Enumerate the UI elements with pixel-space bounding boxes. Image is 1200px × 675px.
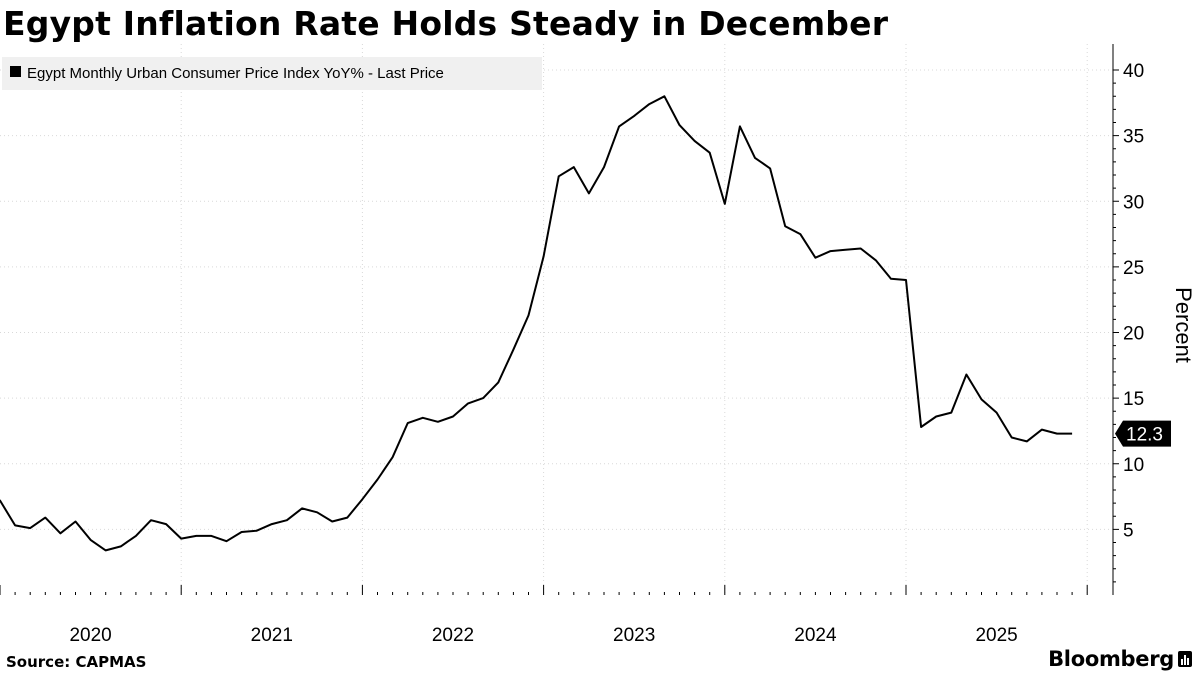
- last-value-label: 12.3: [1126, 425, 1163, 446]
- legend-background: [2, 57, 542, 90]
- x-tick-label: 2021: [251, 625, 293, 646]
- y-tick-label: 35: [1123, 127, 1144, 148]
- x-tick-label: 2022: [432, 625, 474, 646]
- y-tick-label: 20: [1123, 324, 1144, 345]
- x-tick-label: 2023: [613, 625, 655, 646]
- last-value-badge: 12.3: [1115, 420, 1171, 447]
- y-tick-label: 15: [1123, 389, 1144, 410]
- series-layer: [0, 95, 1073, 552]
- chart-title: Egypt Inflation Rate Holds Steady in Dec…: [3, 4, 889, 43]
- grid-lines: [0, 44, 1113, 595]
- y-tick-label: 5: [1123, 520, 1134, 541]
- legend-swatch: [10, 66, 21, 77]
- x-axis: 2020 2021 2022 2023 2024 2025: [0, 585, 1088, 646]
- x-tick-label: 2025: [975, 625, 1017, 646]
- x-tick-label: 2024: [794, 625, 837, 646]
- bar-chart-icon: [1178, 651, 1192, 667]
- brand-text: Bloomberg: [1048, 647, 1174, 671]
- source-note: Source: CAPMAS: [6, 653, 147, 671]
- series-line: [0, 95, 1073, 552]
- x-tick-label: 2020: [69, 625, 111, 646]
- y-tick-label: 25: [1123, 258, 1144, 279]
- legend-label: Egypt Monthly Urban Consumer Price Index…: [27, 65, 444, 82]
- y-tick-label: 30: [1123, 192, 1144, 213]
- legend: Egypt Monthly Urban Consumer Price Index…: [2, 57, 542, 90]
- y-tick-label: 40: [1123, 61, 1144, 82]
- y-axis-title: Percent: [1171, 287, 1196, 363]
- last-value-badge-shape: [1115, 420, 1171, 447]
- y-tick-label: 10: [1123, 455, 1144, 476]
- y-axis: 5 10 15 20 25 30 35 40: [1112, 44, 1144, 595]
- bloomberg-logo: Bloomberg: [1048, 647, 1192, 671]
